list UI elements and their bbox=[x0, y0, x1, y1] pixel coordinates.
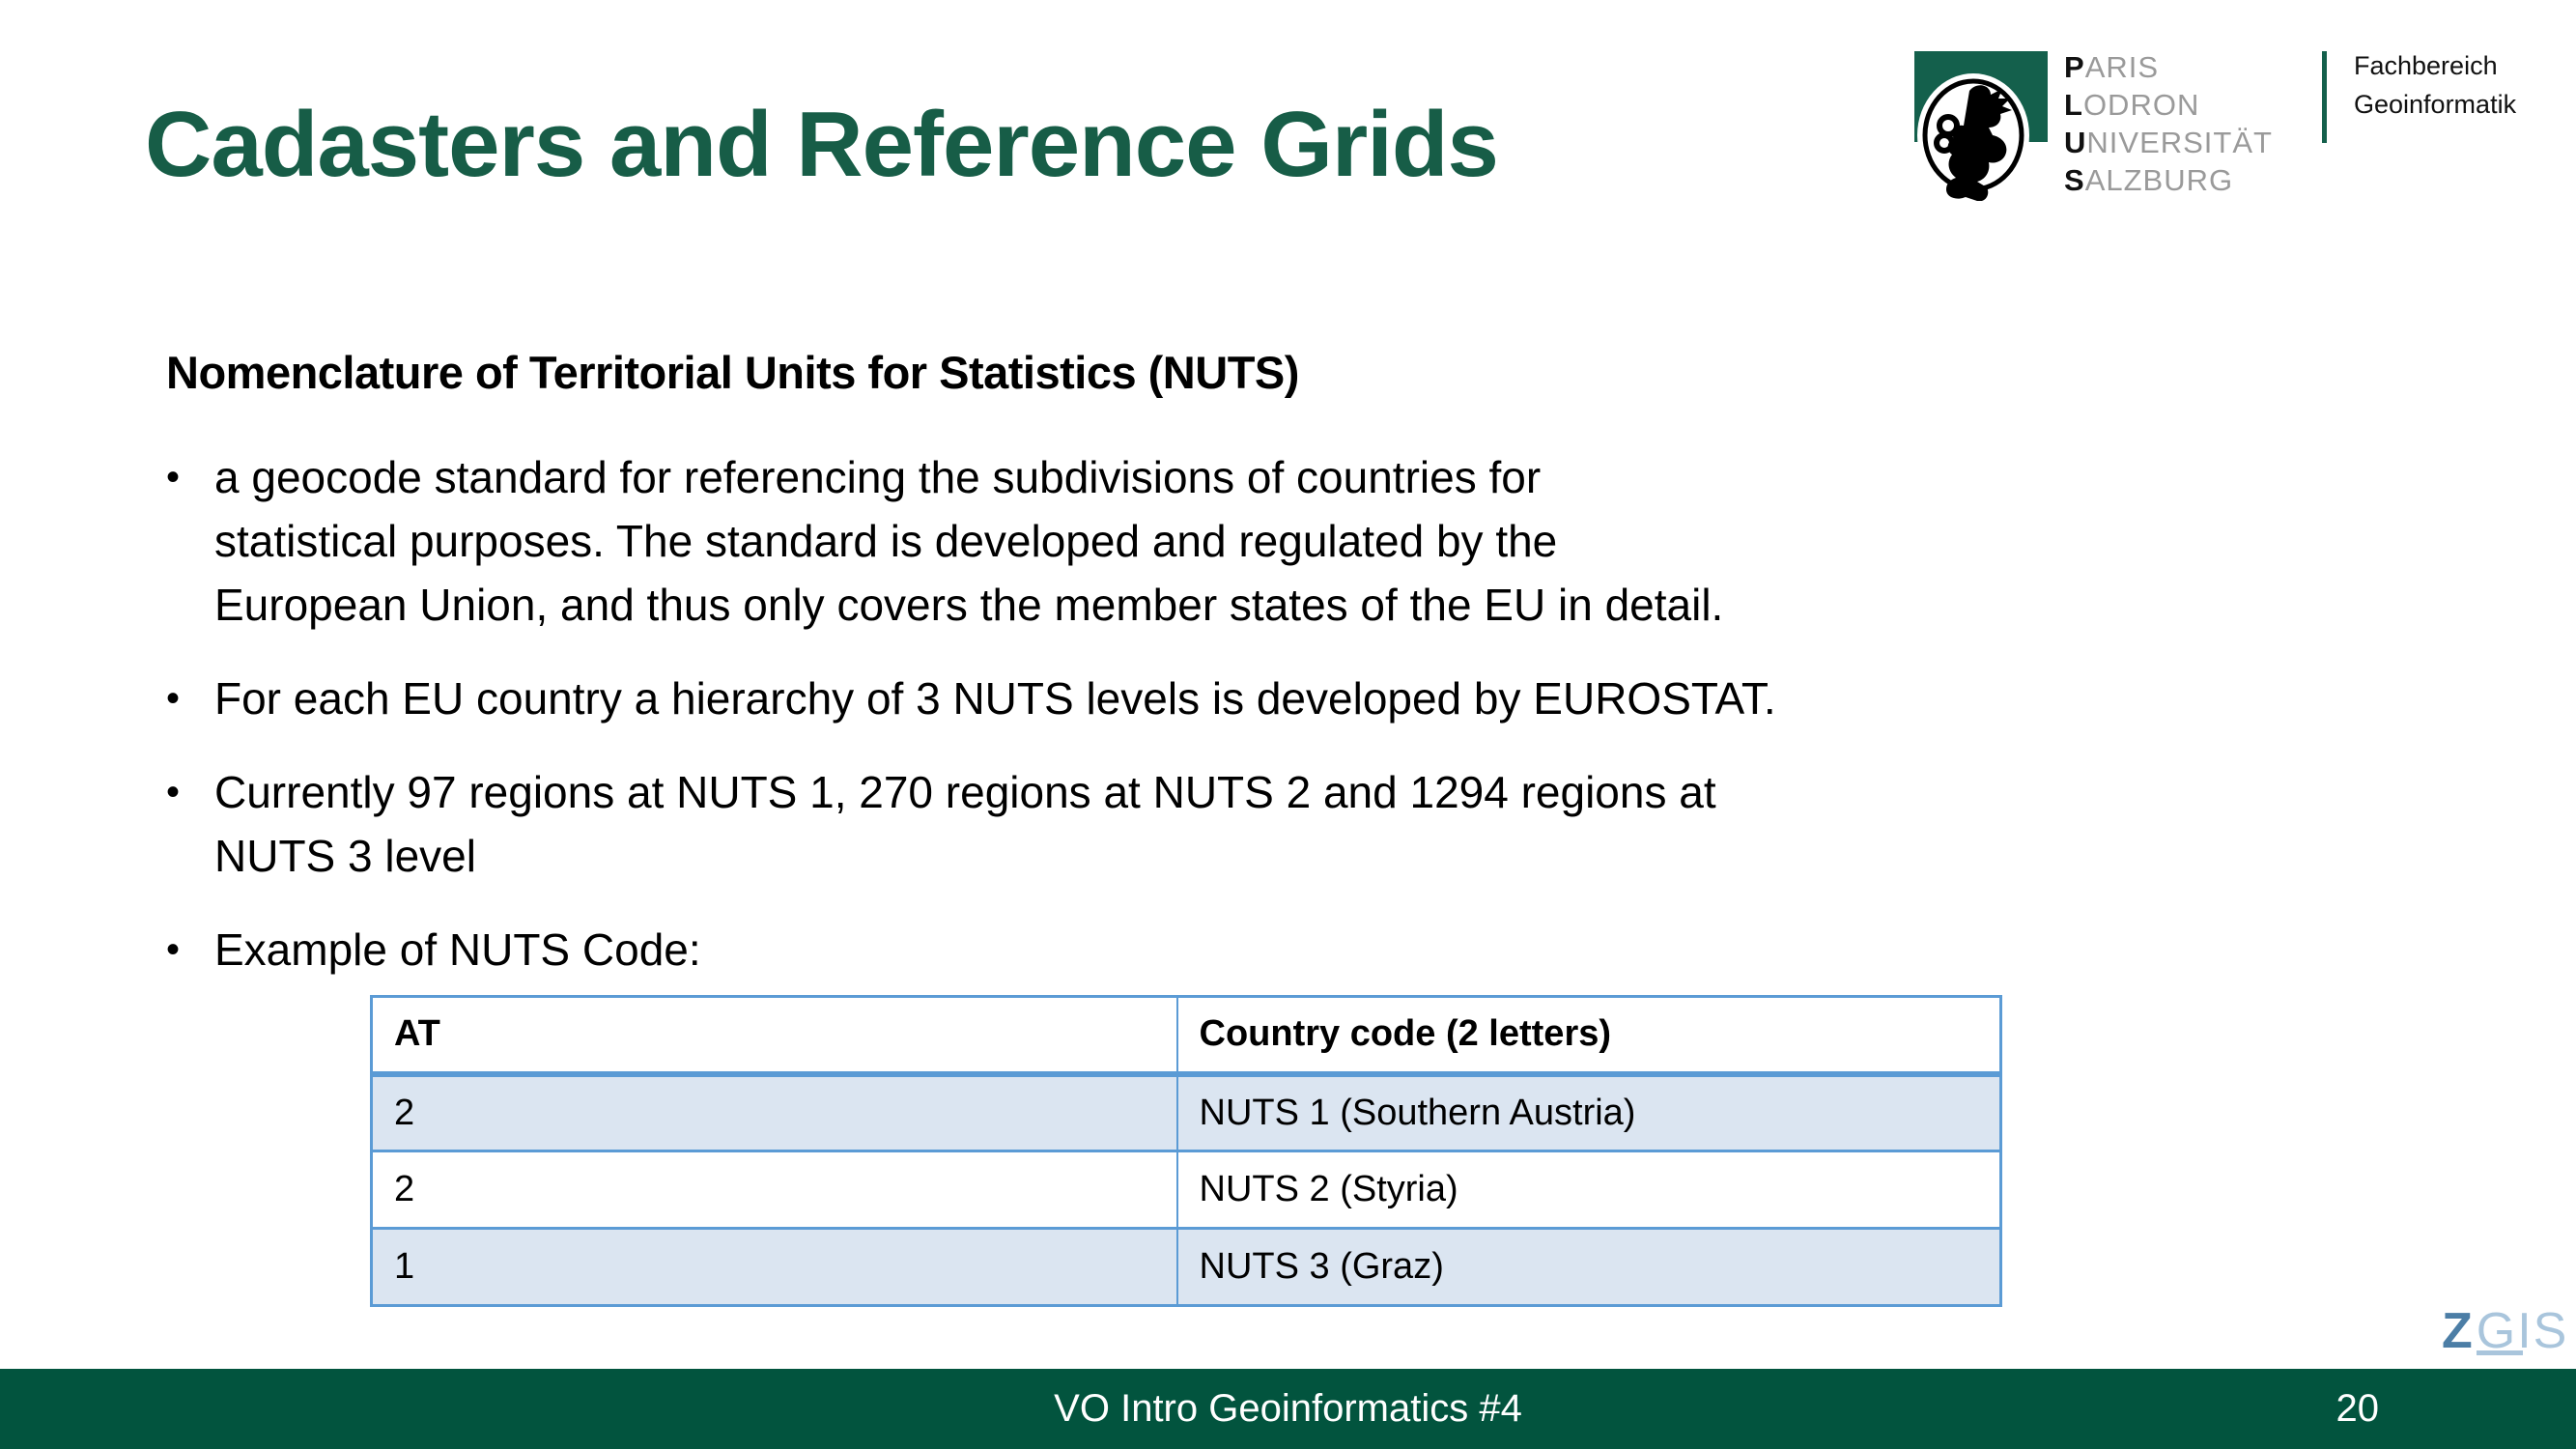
slide-body: Nomenclature of Territorial Units for St… bbox=[166, 346, 2214, 1011]
zgis-z-letter: Z bbox=[2442, 1303, 2473, 1359]
footer-page-number: 20 bbox=[2335, 1387, 2380, 1430]
page-title: Cadasters and Reference Grids bbox=[145, 93, 1499, 196]
department-line2: Geoinformatik bbox=[2354, 90, 2517, 119]
zgis-underscore bbox=[2477, 1350, 2523, 1355]
logo-wordmark: PARIS LODRON UNIVERSITÄT SALZBURG bbox=[2064, 48, 2273, 199]
bullet-icon bbox=[166, 918, 214, 981]
bullet-text: Example of NUTS Code: bbox=[214, 924, 701, 975]
logo-initial: U bbox=[2064, 126, 2087, 159]
bullet-icon bbox=[166, 445, 214, 637]
lion-emblem-icon bbox=[1917, 73, 2029, 201]
footer-course-label: VO Intro Geoinformatics #4 bbox=[1054, 1387, 1522, 1430]
department-line1: Fachbereich bbox=[2354, 51, 2498, 80]
table-cell: NUTS 1 (Southern Austria) bbox=[1175, 1072, 2001, 1151]
table-row: 1 NUTS 3 (Graz) bbox=[370, 1227, 2001, 1306]
logo-initial: S bbox=[2064, 163, 2085, 197]
zgis-gis-letters: GIS bbox=[2476, 1303, 2569, 1359]
bullet-text: Currently 97 regions at NUTS 1, 270 regi… bbox=[214, 767, 1716, 881]
bullet-item: Example of NUTS Code: bbox=[166, 918, 2214, 981]
bullet-text: For each EU country a hierarchy of 3 NUT… bbox=[214, 673, 1776, 724]
logo-word-line: LODRON bbox=[2064, 86, 2273, 124]
table-cell: NUTS 3 (Graz) bbox=[1175, 1227, 2001, 1306]
table-cell: 2 bbox=[370, 1150, 1177, 1229]
logo-word-rest: ARIS bbox=[2084, 50, 2160, 84]
table-cell: 1 bbox=[370, 1227, 1177, 1306]
logo-divider bbox=[2322, 51, 2327, 143]
table-header-cell: Country code (2 letters) bbox=[1175, 996, 2001, 1077]
bullet-item: For each EU country a hierarchy of 3 NUT… bbox=[166, 667, 2214, 730]
bullet-icon bbox=[166, 760, 214, 888]
table-row: 2 NUTS 2 (Styria) bbox=[370, 1150, 2001, 1229]
bullet-item: Currently 97 regions at NUTS 1, 270 regi… bbox=[166, 760, 2214, 888]
bullet-text: a geocode standard for referencing the s… bbox=[214, 452, 1724, 630]
table-cell: NUTS 2 (Styria) bbox=[1175, 1150, 2001, 1229]
table-cell: 2 bbox=[370, 1072, 1177, 1151]
section-heading: Nomenclature of Territorial Units for St… bbox=[166, 347, 1299, 398]
bullet-icon bbox=[166, 667, 214, 730]
bullet-item: a geocode standard for referencing the s… bbox=[166, 445, 2214, 637]
nuts-code-table: AT Country code (2 letters) 2 NUTS 1 (So… bbox=[370, 995, 2002, 1307]
table-row: 2 NUTS 1 (Southern Austria) bbox=[370, 1072, 2001, 1151]
logo-word-rest: NIVERSITÄT bbox=[2086, 126, 2273, 159]
logo-initial: P bbox=[2064, 50, 2085, 84]
table-header-row: AT Country code (2 letters) bbox=[370, 996, 2001, 1077]
logo-word-rest: ODRON bbox=[2082, 88, 2200, 122]
footer-bar: VO Intro Geoinformatics #4 20 bbox=[0, 1369, 2576, 1449]
table-header-cell: AT bbox=[370, 996, 1177, 1077]
department-label: Fachbereich Geoinformatik bbox=[2354, 46, 2516, 124]
logo-word-line: PARIS bbox=[2064, 48, 2273, 86]
university-logo: PARIS LODRON UNIVERSITÄT SALZBURG Fachbe… bbox=[1914, 39, 2533, 213]
zgis-logo: Z GIS bbox=[2442, 1302, 2568, 1362]
logo-word-line: SALZBURG bbox=[2064, 161, 2273, 199]
logo-word-line: UNIVERSITÄT bbox=[2064, 124, 2273, 161]
logo-word-rest: ALZBURG bbox=[2084, 163, 2234, 197]
logo-initial: L bbox=[2064, 88, 2083, 122]
